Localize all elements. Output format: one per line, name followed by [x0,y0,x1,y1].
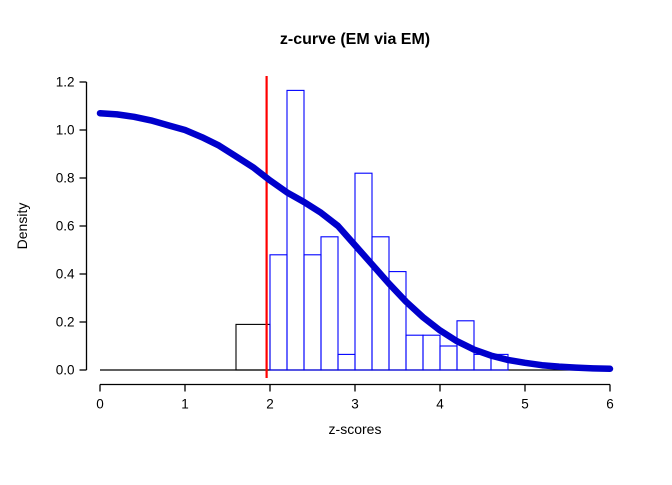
histogram-bar [388,271,407,371]
y-tick-label: 1.0 [56,123,75,138]
histogram-bar [286,89,305,371]
x-tick-label: 3 [351,397,359,412]
y-tick-label: 0.8 [56,171,75,186]
plot-title: z-curve (EM via EM) [280,31,430,48]
x-axis-title: z-scores [329,421,382,437]
y-tick-label: 0.2 [56,315,75,330]
x-tick-label: 2 [266,397,274,412]
x-tick-label: 4 [436,397,444,412]
x-tick-label: 5 [521,397,529,412]
x-tick-label: 0 [96,397,104,412]
y-tick-label: 1.2 [56,75,75,90]
x-tick-label: 6 [606,397,614,412]
histogram-bar [456,320,475,371]
y-tick-label: 0.6 [56,219,75,234]
density-curve [96,109,614,373]
x-tick-label: 1 [181,397,189,412]
y-tick-label: 0.4 [56,267,75,282]
y-tick-label: 0.0 [56,363,75,378]
histogram-bar [320,236,339,371]
y-axis-title: Density [14,203,30,250]
